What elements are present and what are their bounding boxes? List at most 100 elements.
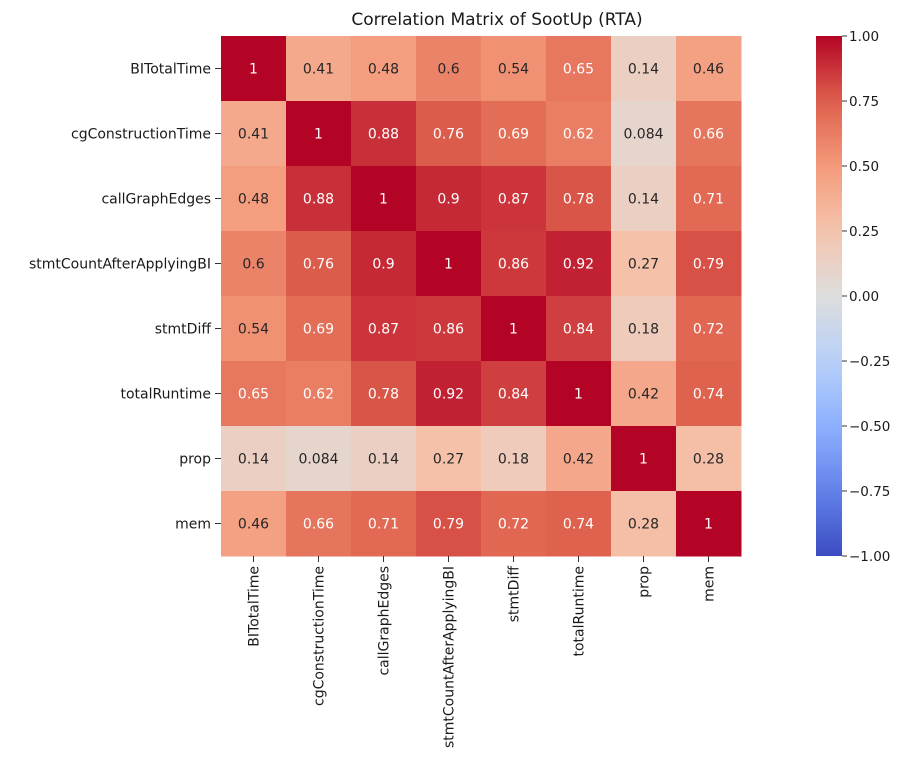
cell-value-label: 1 (249, 62, 258, 78)
row-tick-label: stmtDiff (155, 322, 212, 338)
colorbar-tick-label: 0.50 (849, 159, 879, 175)
cell-value-label: 0.14 (628, 62, 659, 78)
column-tick-label: prop (637, 566, 653, 598)
heatmap-cell (351, 36, 417, 102)
colorbar-tick-label: −0.50 (849, 419, 890, 435)
cell-value-label: 0.87 (368, 322, 399, 338)
colorbar-tick-label: 0.75 (849, 94, 879, 110)
cell-value-label: 0.62 (563, 127, 594, 143)
heatmap-cell (221, 101, 287, 167)
cell-value-label: 0.71 (693, 192, 724, 208)
heatmap-cell (546, 426, 612, 492)
cell-value-label: 0.65 (238, 387, 269, 403)
cell-value-label: 0.54 (498, 62, 529, 78)
heatmap-cell (351, 101, 417, 167)
heatmap-cell (611, 166, 677, 232)
cell-value-label: 0.74 (563, 517, 594, 533)
cell-value-label: 0.9 (372, 257, 394, 273)
heatmap-cell (351, 296, 417, 362)
row-tick-label: BITotalTime (130, 62, 211, 78)
heatmap-cell (676, 361, 742, 427)
cell-value-label: 0.6 (242, 257, 264, 273)
cell-value-label: 0.79 (433, 517, 464, 533)
cell-value-label: 0.84 (498, 387, 529, 403)
cell-value-label: 0.62 (303, 387, 334, 403)
heatmap-cell (416, 36, 482, 102)
heatmap-cell (546, 491, 612, 557)
cell-value-label: 0.86 (498, 257, 529, 273)
column-tick-label: BITotalTime (247, 566, 263, 647)
cell-value-label: 0.76 (433, 127, 464, 143)
column-tick-label: totalRuntime (572, 566, 588, 657)
heatmap-cell (676, 296, 742, 362)
chart-title: Correlation Matrix of SootUp (RTA) (351, 10, 642, 30)
heatmap-cell (611, 296, 677, 362)
cell-value-label: 0.48 (238, 192, 269, 208)
heatmap-cell (481, 101, 547, 167)
cell-value-label: 1 (639, 452, 648, 468)
heatmap-cell (221, 426, 287, 492)
heatmap-cell (221, 361, 287, 427)
cell-value-label: 0.84 (563, 322, 594, 338)
cell-value-label: 0.87 (498, 192, 529, 208)
cell-value-label: 0.48 (368, 62, 399, 78)
heatmap-cell (416, 426, 482, 492)
cell-value-label: 1 (574, 387, 583, 403)
colorbar-gradient (816, 36, 842, 556)
cell-value-label: 0.92 (433, 387, 464, 403)
heatmap-cell (416, 361, 482, 427)
heatmap-cell (676, 101, 742, 167)
cell-value-label: 0.88 (303, 192, 334, 208)
heatmap-cell (351, 491, 417, 557)
heatmap-cell (286, 231, 352, 297)
heatmap-cell (286, 491, 352, 557)
cell-value-label: 0.14 (368, 452, 399, 468)
row-tick-label: cgConstructionTime (71, 127, 211, 143)
cell-value-label: 0.92 (563, 257, 594, 273)
cell-value-label: 0.46 (693, 62, 724, 78)
heatmap-cell (221, 166, 287, 232)
row-tick-label: mem (175, 517, 211, 533)
colorbar-tick-label: −0.25 (849, 354, 890, 370)
cell-value-label: 0.66 (303, 517, 334, 533)
cell-value-label: 0.88 (368, 127, 399, 143)
heatmap-cell (286, 101, 352, 167)
cell-value-label: 0.27 (628, 257, 659, 273)
heatmap-cell (676, 491, 742, 557)
cell-value-label: 0.69 (303, 322, 334, 338)
row-tick-labels: BITotalTime cgConstructionTime callGraphEd… (29, 62, 221, 533)
heatmap-cell (676, 231, 742, 297)
colorbar-tick-label: 0.00 (849, 289, 879, 305)
cell-value-label: 0.41 (238, 127, 269, 143)
cell-value-label: 0.41 (303, 62, 334, 78)
heatmap-cell (481, 166, 547, 232)
cell-value-label: 0.28 (628, 517, 659, 533)
cell-value-label: 1 (379, 192, 388, 208)
cell-value-label: 0.78 (563, 192, 594, 208)
heatmap-cell (286, 36, 352, 102)
heatmap-cells: 1 0.41 0.48 0.6 0.54 0.65 0.14 0.46 0.41 1 0.88 0.7… (221, 36, 742, 557)
heatmap-cell (351, 166, 417, 232)
row-tick-label: prop (179, 452, 211, 468)
heatmap-cell (546, 101, 612, 167)
cell-value-label: 0.9 (437, 192, 459, 208)
cell-value-label: 0.42 (628, 387, 659, 403)
column-tick-label: callGraphEdges (377, 566, 393, 676)
heatmap-cell (611, 231, 677, 297)
cell-value-label: 0.79 (693, 257, 724, 273)
row-tick-label: stmtCountAfterApplyingBI (29, 257, 211, 273)
heatmap-cell (546, 296, 612, 362)
heatmap-cell (416, 101, 482, 167)
cell-value-label: 0.72 (693, 322, 724, 338)
heatmap-cell (546, 361, 612, 427)
heatmap-cell (546, 231, 612, 297)
heatmap-cell (416, 491, 482, 557)
cell-value-label: 0.42 (563, 452, 594, 468)
heatmap-cell (221, 231, 287, 297)
heatmap-cell (481, 36, 547, 102)
heatmap-cell (286, 166, 352, 232)
colorbar-ticks: 1.00 0.75 0.50 0.25 0.00 −0.25 −0.50 −0.75 −1.00 (842, 29, 890, 565)
heatmap-cell (676, 166, 742, 232)
heatmap-cell (221, 296, 287, 362)
heatmap-cell (286, 426, 352, 492)
